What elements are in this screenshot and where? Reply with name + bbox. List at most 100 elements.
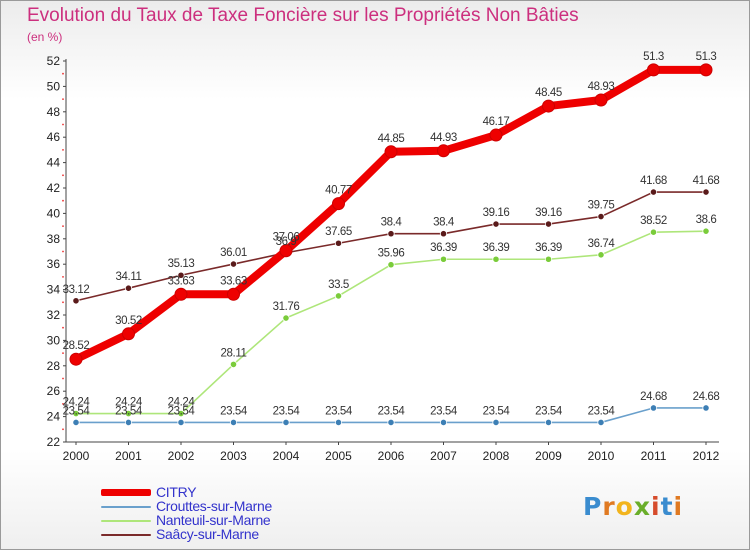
data-label: 48.45 bbox=[535, 87, 562, 99]
y-minor-tick bbox=[62, 199, 64, 202]
data-label: 39.16 bbox=[535, 207, 562, 219]
x-tick-label: 2003 bbox=[220, 449, 247, 463]
data-label: 41.68 bbox=[640, 175, 667, 187]
x-tick-label: 2009 bbox=[535, 449, 562, 463]
data-label: 23.54 bbox=[430, 405, 458, 417]
data-label: 24.24 bbox=[168, 397, 196, 409]
data-point bbox=[649, 228, 658, 236]
data-point bbox=[229, 260, 238, 268]
data-label: 44.85 bbox=[378, 133, 405, 145]
data-label: 23.54 bbox=[220, 405, 248, 417]
y-minor-tick bbox=[62, 377, 64, 380]
data-label: 36.39 bbox=[430, 242, 457, 254]
legend-label: Saâcy-sur-Marne bbox=[156, 526, 259, 542]
logo-letter: i bbox=[651, 492, 661, 521]
data-label: 36.9 bbox=[276, 236, 297, 248]
y-tick-label: 38 bbox=[47, 232, 61, 246]
y-minor-tick bbox=[62, 72, 64, 75]
y-tick-label: 24 bbox=[47, 410, 61, 424]
legend-label: Crouttes-sur-Marne bbox=[156, 498, 272, 514]
data-label: 23.54 bbox=[115, 405, 143, 417]
data-point bbox=[492, 220, 500, 228]
y-tick-label: 52 bbox=[47, 54, 61, 68]
data-point bbox=[124, 409, 133, 418]
data-point bbox=[174, 287, 188, 301]
data-point bbox=[124, 284, 133, 292]
data-point bbox=[177, 271, 185, 279]
data-point bbox=[387, 418, 395, 427]
data-label: 24.24 bbox=[115, 397, 143, 409]
y-minor-tick bbox=[62, 123, 64, 126]
data-point bbox=[384, 145, 398, 159]
x-tick-label: 2005 bbox=[325, 449, 352, 463]
data-label: 30.52 bbox=[115, 315, 142, 327]
data-point bbox=[282, 314, 290, 322]
x-tick-label: 2000 bbox=[63, 449, 90, 463]
data-point bbox=[227, 287, 240, 301]
data-point bbox=[489, 128, 503, 142]
data-label: 33.63 bbox=[220, 275, 247, 287]
y-tick-label: 36 bbox=[47, 257, 61, 271]
data-label: 36.39 bbox=[535, 242, 562, 254]
data-label: 23.54 bbox=[325, 405, 353, 417]
legend-swatch-crouttes bbox=[101, 506, 151, 508]
data-point bbox=[387, 230, 395, 238]
data-point bbox=[439, 230, 448, 238]
logo-letter: o bbox=[615, 492, 634, 521]
data-label: 51.3 bbox=[643, 51, 664, 63]
y-tick-label: 50 bbox=[47, 79, 61, 93]
data-point bbox=[334, 418, 343, 427]
data-point bbox=[282, 418, 290, 427]
data-point bbox=[332, 197, 345, 211]
data-label: 48.93 bbox=[588, 81, 615, 93]
data-point bbox=[492, 418, 500, 427]
data-label: 23.54 bbox=[63, 405, 91, 417]
data-point bbox=[544, 255, 553, 263]
data-point bbox=[649, 404, 658, 412]
data-label: 28.11 bbox=[221, 347, 247, 359]
data-label: 38.4 bbox=[381, 217, 403, 229]
legend-swatch-citry bbox=[101, 489, 151, 496]
x-tick-label: 2008 bbox=[483, 449, 510, 463]
data-point bbox=[177, 409, 185, 418]
data-label: 28.52 bbox=[63, 340, 90, 352]
legend-label: CITRY bbox=[156, 484, 197, 500]
data-label: 23.54 bbox=[483, 405, 511, 417]
data-point bbox=[649, 188, 658, 196]
data-point bbox=[229, 360, 238, 369]
y-tick-label: 22 bbox=[47, 435, 61, 449]
data-label: 23.54 bbox=[378, 405, 406, 417]
data-label: 36.39 bbox=[483, 242, 510, 254]
data-point bbox=[594, 93, 608, 107]
logo-letter: x bbox=[633, 492, 651, 521]
data-point bbox=[334, 239, 343, 247]
data-label: 23.54 bbox=[273, 405, 301, 417]
data-point bbox=[542, 99, 555, 113]
data-point bbox=[279, 244, 293, 258]
data-label: 33.63 bbox=[168, 275, 195, 287]
data-label: 36.01 bbox=[220, 247, 247, 259]
data-label: 39.75 bbox=[588, 200, 615, 212]
y-minor-tick bbox=[62, 225, 64, 228]
x-tick-label: 2006 bbox=[378, 449, 405, 463]
data-label: 38.52 bbox=[640, 215, 667, 227]
y-minor-tick bbox=[62, 352, 64, 354]
x-tick-label: 2001 bbox=[115, 449, 142, 463]
data-label: 40.77 bbox=[325, 185, 352, 197]
data-point bbox=[702, 404, 710, 412]
data-point bbox=[437, 144, 450, 158]
data-point bbox=[72, 409, 80, 418]
y-tick-label: 44 bbox=[47, 156, 61, 170]
y-tick-label: 32 bbox=[47, 308, 61, 322]
data-label: 51.3 bbox=[696, 51, 717, 63]
data-label: 35.96 bbox=[378, 248, 405, 260]
data-point bbox=[699, 63, 713, 77]
x-tick-label: 2011 bbox=[641, 449, 667, 463]
y-minor-tick bbox=[62, 326, 64, 329]
data-point bbox=[439, 255, 448, 263]
data-point bbox=[492, 255, 500, 263]
y-tick-label: 30 bbox=[47, 333, 61, 347]
data-label: 33.12 bbox=[63, 284, 90, 296]
